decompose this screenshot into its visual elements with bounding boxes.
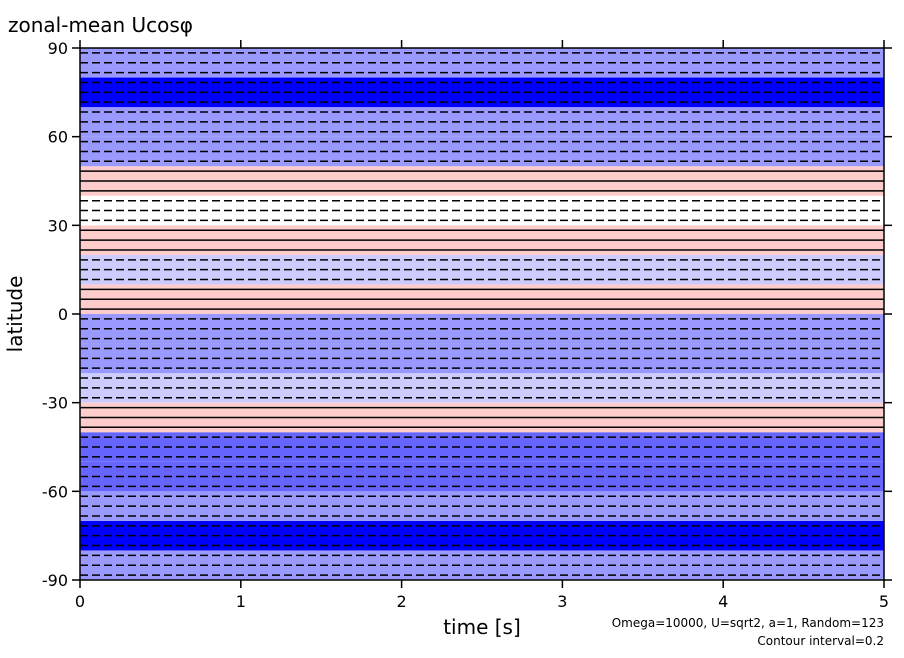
x-tick-label: 0	[75, 592, 85, 611]
y-tick-label: 90	[48, 39, 68, 58]
x-axis-label: time [s]	[443, 615, 521, 639]
x-tick-label: 3	[557, 592, 567, 611]
y-tick-label: 60	[48, 128, 68, 147]
annotation: Contour interval=0.2	[757, 634, 884, 648]
y-tick-label: -60	[42, 482, 68, 501]
y-tick-label: 30	[48, 216, 68, 235]
chart-title: zonal-mean Ucosφ	[8, 13, 193, 37]
y-tick-label: -90	[42, 571, 68, 590]
x-tick-label: 5	[879, 592, 889, 611]
x-tick-label: 1	[236, 592, 246, 611]
y-tick-label: 0	[58, 305, 68, 324]
y-axis-label: latitude	[3, 276, 27, 353]
x-tick-label: 2	[397, 592, 407, 611]
annotation: Omega=10000, U=sqrt2, a=1, Random=123	[612, 616, 884, 630]
plot-area	[80, 48, 884, 580]
y-tick-label: -30	[42, 394, 68, 413]
x-tick-label: 4	[718, 592, 728, 611]
